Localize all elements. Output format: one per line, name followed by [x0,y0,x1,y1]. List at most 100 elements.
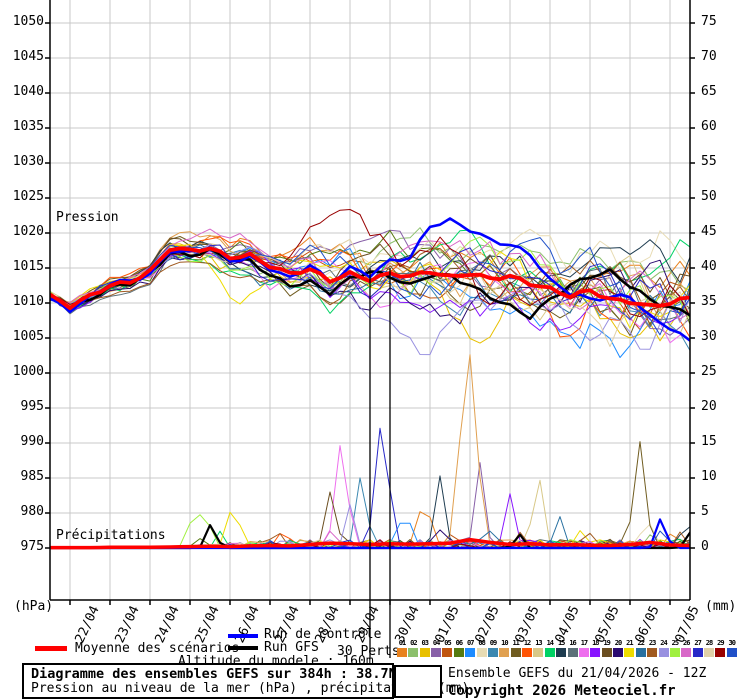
pressure-tick-label: 990 [20,434,44,449]
member-color-swatch [544,648,555,657]
member-color-swatch [590,648,601,657]
member-number: 08 [478,639,485,647]
member-color-swatch [476,648,487,657]
pressure-tick-label: 975 [20,539,44,554]
member-color-swatch [635,648,646,657]
pressure-tick-label: 985 [20,469,44,484]
hpa-unit-label: (hPa) [14,599,54,614]
diagram-title: Diagramme des ensembles GEFS sur 384h : … [31,666,438,682]
member-number: 26 [683,639,690,647]
member-color-swatch [499,648,510,657]
member-color-swatch [431,648,442,657]
member-number: 30 [728,639,736,647]
pressure-tick-label: 1050 [12,14,44,29]
precip-tick-label: 45 [701,224,717,239]
precip-tick-label: 65 [701,84,717,99]
precip-tick-label: 30 [701,329,717,344]
member-number: 12 [523,639,531,647]
precip-tick-label: 25 [701,364,717,379]
control-line-swatch [228,634,258,638]
member-number: 11 [512,639,519,647]
member-number: 23 [648,639,656,647]
member-color-swatch [487,648,498,657]
member-number: 05 [444,639,451,647]
member-color-swatch [567,648,578,657]
member-color-swatch [703,648,714,657]
pressure-tick-label: 1035 [12,119,44,134]
member-number: 18 [592,639,599,647]
precip-tick-label: 55 [701,154,717,169]
member-number: 21 [626,639,633,647]
member-number: 01 [398,639,406,647]
precip-tick-label: 40 [701,259,717,274]
precip-tick-label: 35 [701,294,717,309]
mean-line-swatch [35,646,67,651]
precip-tick-label: 70 [701,49,717,64]
gfs-line-swatch [228,646,258,650]
member-color-swatch [465,648,476,657]
member-color-swatch [681,648,692,657]
member-number: 09 [489,639,497,647]
member-color-swatch [578,648,589,657]
pressure-section-label: Pression [56,210,119,225]
empty-box [394,665,442,698]
member-number: 02 [410,639,417,647]
member-color-swatch [419,648,430,657]
mm-unit-label: (mm) [705,599,737,614]
precip-tick-label: 75 [701,14,717,29]
member-color-swatch [624,648,635,657]
perts-count-label: 30 Perts. [337,644,408,659]
member-color-swatch [669,648,680,657]
member-number: 28 [705,639,713,647]
member-number: 16 [569,639,576,647]
precip-section-label: Précipitations [56,528,166,543]
gfs-legend-label: Run GFS [264,640,319,655]
pressure-tick-label: 1000 [12,364,44,379]
member-number: 13 [535,639,542,647]
member-number: 03 [421,639,429,647]
control-legend-label: Run de contrôle [264,627,382,642]
pressure-tick-label: 995 [20,399,44,414]
pressure-tick-label: 980 [20,504,44,519]
member-color-swatch [726,648,737,657]
member-color-swatch [442,648,453,657]
member-number: 24 [660,639,667,647]
member-color-swatch [453,648,464,657]
member-color-swatch [715,648,726,657]
member-color-swatch [613,648,624,657]
member-number: 25 [671,639,679,647]
mean-legend-label: Moyenne des scénarios [75,641,240,656]
member-color-swatch [522,648,533,657]
title-box: Diagramme des ensembles GEFS sur 384h : … [22,663,469,699]
pressure-tick-label: 1030 [12,154,44,169]
precip-tick-label: 60 [701,119,717,134]
pressure-tick-label: 1020 [12,224,44,239]
pressure-tick-label: 1015 [12,259,44,274]
member-color-swatch [556,648,567,657]
member-number: 06 [455,639,463,647]
member-number: 04 [432,639,440,647]
member-number: 10 [501,639,508,647]
member-number: 27 [694,639,701,647]
member-color-swatch [408,648,419,657]
member-number: 20 [614,639,622,647]
pressure-tick-label: 1025 [12,189,44,204]
member-color-swatch [647,648,658,657]
member-color-swatch [601,648,612,657]
precip-tick-label: 0 [701,539,709,554]
precip-tick-label: 10 [701,469,717,484]
member-color-swatch [533,648,544,657]
member-number: 17 [580,639,588,647]
member-color-swatch [510,648,521,657]
precip-tick-label: 50 [701,189,717,204]
member-color-swatch [692,648,703,657]
precip-tick-label: 15 [701,434,717,449]
pressure-tick-label: 1045 [12,49,44,64]
run-info: Ensemble GEFS du 21/04/2026 - 12Z [448,666,707,681]
copyright: Copyright 2026 Meteociel.fr [448,683,676,699]
pressure-tick-label: 1010 [12,294,44,309]
member-number: 07 [467,639,474,647]
member-number: 14 [546,639,554,647]
